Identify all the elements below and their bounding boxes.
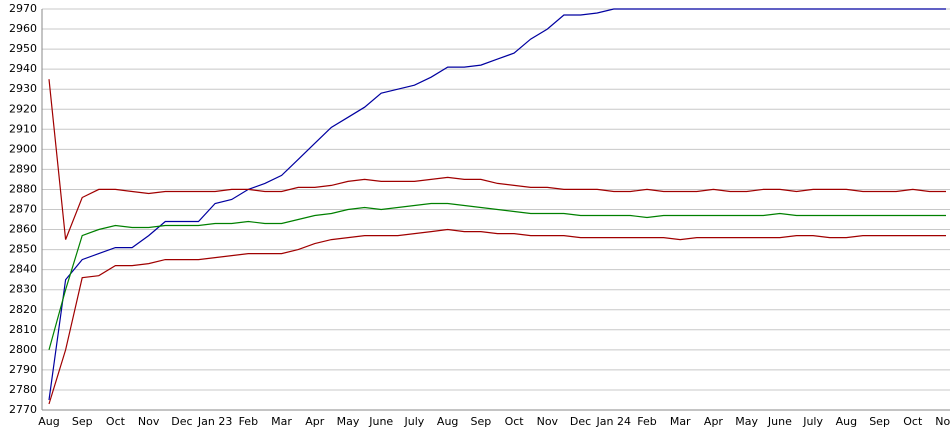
y-tick-label: 2840: [9, 263, 37, 276]
y-tick-label: 2920: [9, 102, 37, 115]
y-tick-label: 2850: [9, 243, 37, 256]
y-tick-label: 2880: [9, 182, 37, 195]
x-tick-label: June: [368, 415, 393, 428]
x-tick-label: May: [337, 415, 360, 428]
x-tick-label: July: [404, 415, 425, 428]
x-tick-label: Aug: [437, 415, 458, 428]
x-tick-label: June: [767, 415, 792, 428]
series-line: [48, 202, 946, 351]
y-tick-label: 2790: [9, 363, 37, 376]
x-tick-label: Mar: [670, 415, 691, 428]
y-tick-label: 2770: [9, 403, 37, 416]
x-tick-label: Aug: [38, 415, 59, 428]
y-tick-label: 2950: [9, 42, 37, 55]
x-tick-label: Jan 24: [596, 415, 631, 428]
x-tick-label: Feb: [637, 415, 656, 428]
x-tick-label: July: [802, 415, 823, 428]
x-tick-label: Sep: [869, 415, 890, 428]
x-tick-label: Nov: [537, 415, 559, 428]
x-tick-label: Oct: [106, 415, 126, 428]
x-tick-label: Aug: [836, 415, 857, 428]
x-tick-label: Dec: [570, 415, 591, 428]
series-line: [48, 228, 946, 405]
y-tick-label: 2870: [9, 203, 37, 216]
x-tick-label: Sep: [72, 415, 93, 428]
y-tick-label: 2890: [9, 162, 37, 175]
y-tick-label: 2810: [9, 323, 37, 336]
x-tick-label: Nov: [138, 415, 160, 428]
x-tick-label: Apr: [704, 415, 724, 428]
x-tick-label: Apr: [305, 415, 325, 428]
y-tick-label: 2780: [9, 383, 37, 396]
series-line: [48, 8, 946, 401]
y-tick-label: 2930: [9, 82, 37, 95]
x-tick-label: Dec: [171, 415, 192, 428]
x-tick-label: Oct: [505, 415, 525, 428]
y-tick-label: 2970: [9, 2, 37, 15]
y-tick-label: 2820: [9, 303, 37, 316]
x-tick-label: Jan 23: [197, 415, 232, 428]
x-tick-label: Nov: [935, 415, 950, 428]
y-tick-label: 2940: [9, 62, 37, 75]
x-tick-label: Mar: [271, 415, 292, 428]
y-tick-label: 2830: [9, 283, 37, 296]
series-line: [48, 79, 946, 240]
x-tick-label: Feb: [239, 415, 258, 428]
y-tick-label: 2800: [9, 343, 37, 356]
x-tick-label: May: [735, 415, 758, 428]
x-tick-label: Oct: [903, 415, 923, 428]
y-tick-label: 2960: [9, 22, 37, 35]
y-tick-label: 2910: [9, 122, 37, 135]
x-tick-label: Sep: [471, 415, 492, 428]
y-tick-label: 2900: [9, 142, 37, 155]
y-tick-label: 2860: [9, 223, 37, 236]
